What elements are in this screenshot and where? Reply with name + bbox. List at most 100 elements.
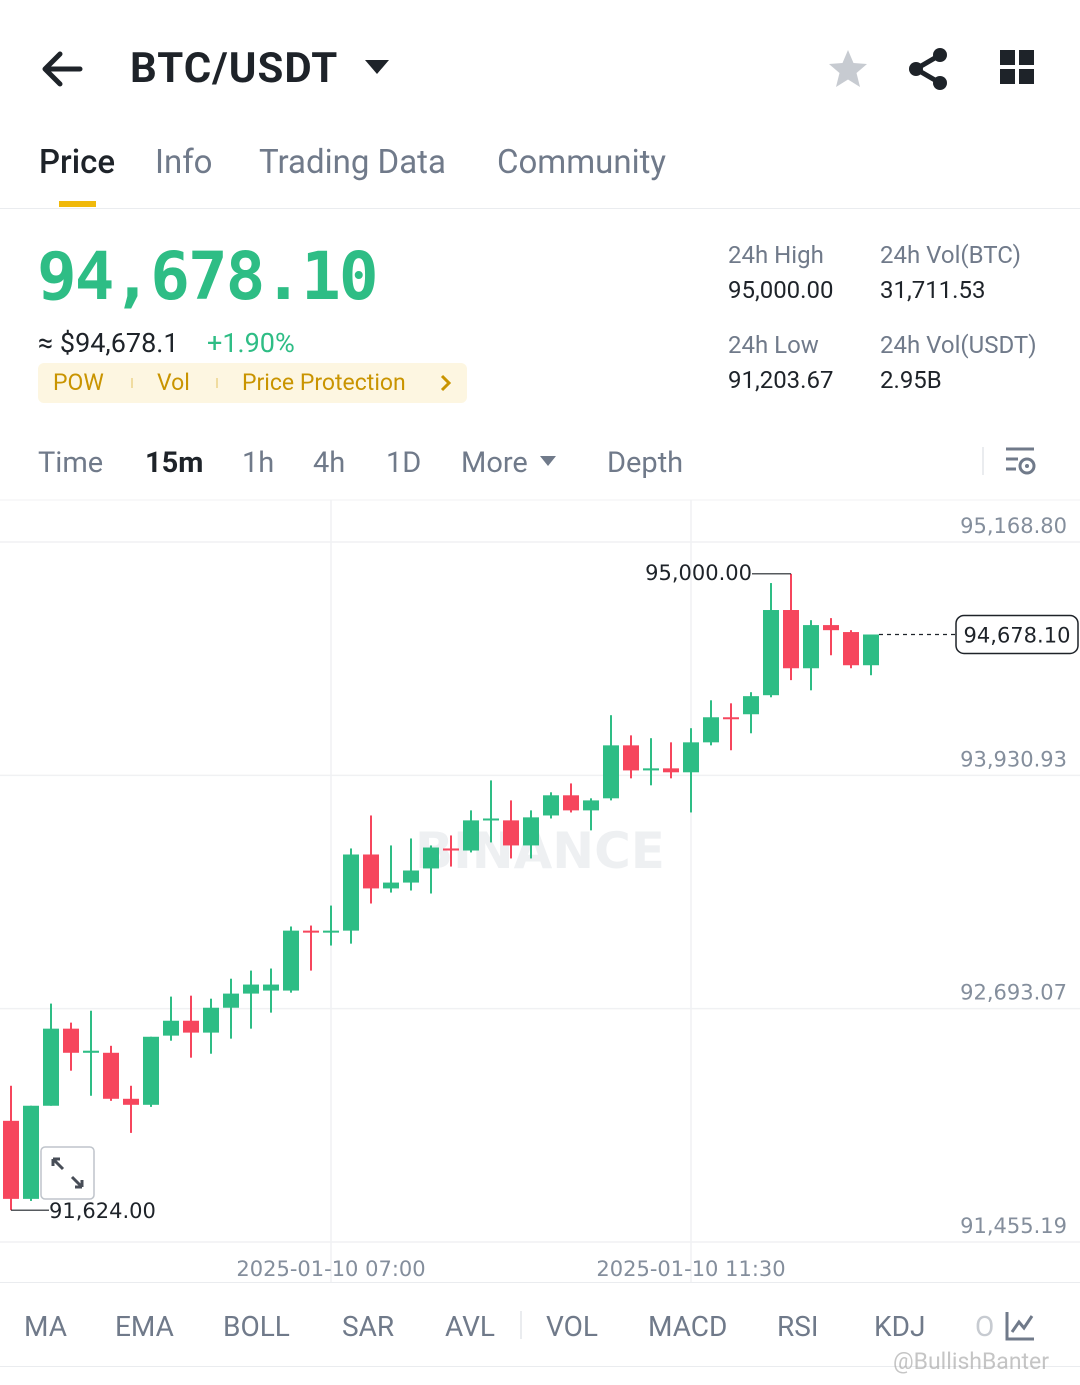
candle-body bbox=[103, 1052, 119, 1099]
share-icon[interactable] bbox=[906, 46, 950, 92]
divider bbox=[0, 208, 1080, 209]
fiat-price: ≈ $94,678.1 bbox=[38, 327, 179, 359]
expand-button[interactable] bbox=[40, 1146, 95, 1200]
candle-body bbox=[563, 795, 579, 811]
tab-indicator bbox=[59, 201, 96, 207]
stat-label: 24h Vol(USDT) bbox=[880, 331, 1037, 359]
candle-body bbox=[323, 930, 339, 933]
candle-body bbox=[763, 610, 779, 696]
indicator[interactable]: VOL bbox=[546, 1310, 598, 1343]
tag-bar[interactable] bbox=[38, 363, 467, 403]
settings-icon[interactable] bbox=[1004, 446, 1038, 478]
divider bbox=[520, 1311, 522, 1339]
indicator[interactable]: EMA bbox=[115, 1310, 174, 1343]
stat-value: 95,000.00 bbox=[728, 276, 834, 304]
candle-body bbox=[503, 820, 519, 846]
divider bbox=[0, 1282, 1080, 1283]
y-tick-label: 93,930.93 bbox=[960, 747, 1067, 771]
favorite-icon[interactable] bbox=[826, 48, 870, 90]
chart-watermark: BINANCE bbox=[415, 822, 665, 880]
candle-body bbox=[363, 854, 379, 889]
indicator[interactable]: MA bbox=[24, 1310, 67, 1343]
candle-body bbox=[403, 870, 419, 883]
candle-body bbox=[203, 1007, 219, 1033]
interval[interactable]: Depth bbox=[607, 446, 684, 480]
indicator-settings-icon[interactable] bbox=[1004, 1310, 1036, 1342]
interval[interactable]: Time bbox=[38, 446, 104, 480]
tab[interactable]: Trading Data bbox=[259, 143, 446, 182]
candle-body bbox=[303, 930, 319, 933]
divider bbox=[0, 1366, 1080, 1367]
stat-label: 24h Low bbox=[728, 331, 819, 359]
candle-body bbox=[643, 768, 659, 771]
expand-icon bbox=[51, 1157, 84, 1189]
candle-body bbox=[463, 820, 479, 851]
divider bbox=[982, 447, 984, 475]
candle-body bbox=[83, 1050, 99, 1053]
candle-body bbox=[823, 625, 839, 631]
candle-body bbox=[683, 742, 699, 773]
candle-body bbox=[623, 745, 639, 771]
indicator[interactable]: AVL bbox=[445, 1310, 495, 1343]
candle-body bbox=[63, 1028, 79, 1053]
indicator[interactable]: BOLL bbox=[223, 1310, 290, 1343]
interval[interactable]: 4h bbox=[313, 446, 346, 480]
tag[interactable]: Vol bbox=[157, 369, 190, 396]
x-tick-label: 2025-01-10 11:30 bbox=[596, 1257, 785, 1281]
candle-body bbox=[43, 1028, 59, 1106]
indicator[interactable]: RSI bbox=[777, 1310, 819, 1343]
dropdown-icon bbox=[540, 456, 556, 466]
x-tick-label: 2025-01-10 07:00 bbox=[236, 1257, 425, 1281]
candle-body bbox=[703, 717, 719, 743]
stat-value: 2.95B bbox=[880, 366, 942, 394]
indicator[interactable]: KDJ bbox=[874, 1310, 926, 1343]
candle-body bbox=[23, 1105, 39, 1199]
indicator[interactable]: O bbox=[975, 1310, 995, 1343]
stat-value: 31,711.53 bbox=[880, 276, 986, 304]
interval[interactable]: 1h bbox=[242, 446, 275, 480]
tag-separator bbox=[131, 378, 133, 388]
watermark: @BullishBanter bbox=[893, 1348, 1050, 1375]
tab[interactable]: Price bbox=[39, 143, 116, 182]
interval[interactable]: 15m bbox=[145, 446, 204, 480]
last-price-box bbox=[955, 614, 1079, 655]
tag[interactable]: POW bbox=[53, 369, 104, 396]
annotation-label: 95,000.00 bbox=[645, 561, 752, 585]
candle-body bbox=[863, 634, 879, 666]
candle-body bbox=[663, 768, 679, 773]
back-button[interactable] bbox=[40, 48, 86, 90]
candle-body bbox=[783, 610, 799, 669]
indicator[interactable]: MACD bbox=[648, 1310, 728, 1343]
y-tick-label: 92,693.07 bbox=[960, 981, 1067, 1005]
indicator[interactable]: SAR bbox=[342, 1310, 395, 1343]
candle-body bbox=[283, 930, 299, 991]
y-tick-label: 95,168.80 bbox=[960, 514, 1067, 538]
candle-body bbox=[603, 745, 619, 799]
candle-body bbox=[523, 817, 539, 846]
last-price-label: 94,678.10 bbox=[964, 623, 1071, 647]
candle-body bbox=[123, 1098, 139, 1105]
candle-body bbox=[223, 993, 239, 1008]
candle-body bbox=[843, 632, 859, 666]
candle-body bbox=[243, 984, 259, 994]
interval[interactable]: More bbox=[461, 446, 528, 480]
tag[interactable]: Price Protection bbox=[242, 369, 406, 396]
candle-body bbox=[543, 795, 559, 816]
chevron bbox=[440, 374, 452, 392]
annotation-label: 91,624.00 bbox=[49, 1199, 156, 1223]
tab[interactable]: Info bbox=[155, 143, 213, 182]
pair-title[interactable]: BTC/USDT bbox=[130, 44, 339, 93]
candle-body bbox=[343, 854, 359, 931]
dropdown-icon[interactable] bbox=[364, 58, 390, 76]
candle-body bbox=[803, 625, 819, 669]
y-tick-label: 91,455.19 bbox=[960, 1214, 1067, 1238]
tag-separator bbox=[216, 378, 218, 388]
interval[interactable]: 1D bbox=[386, 446, 422, 480]
candle-body bbox=[383, 882, 399, 889]
candle-body bbox=[443, 848, 459, 851]
candle-body bbox=[423, 847, 439, 869]
candle-body bbox=[3, 1120, 19, 1199]
layout-icon[interactable] bbox=[1000, 50, 1036, 86]
tab[interactable]: Community bbox=[497, 143, 667, 182]
